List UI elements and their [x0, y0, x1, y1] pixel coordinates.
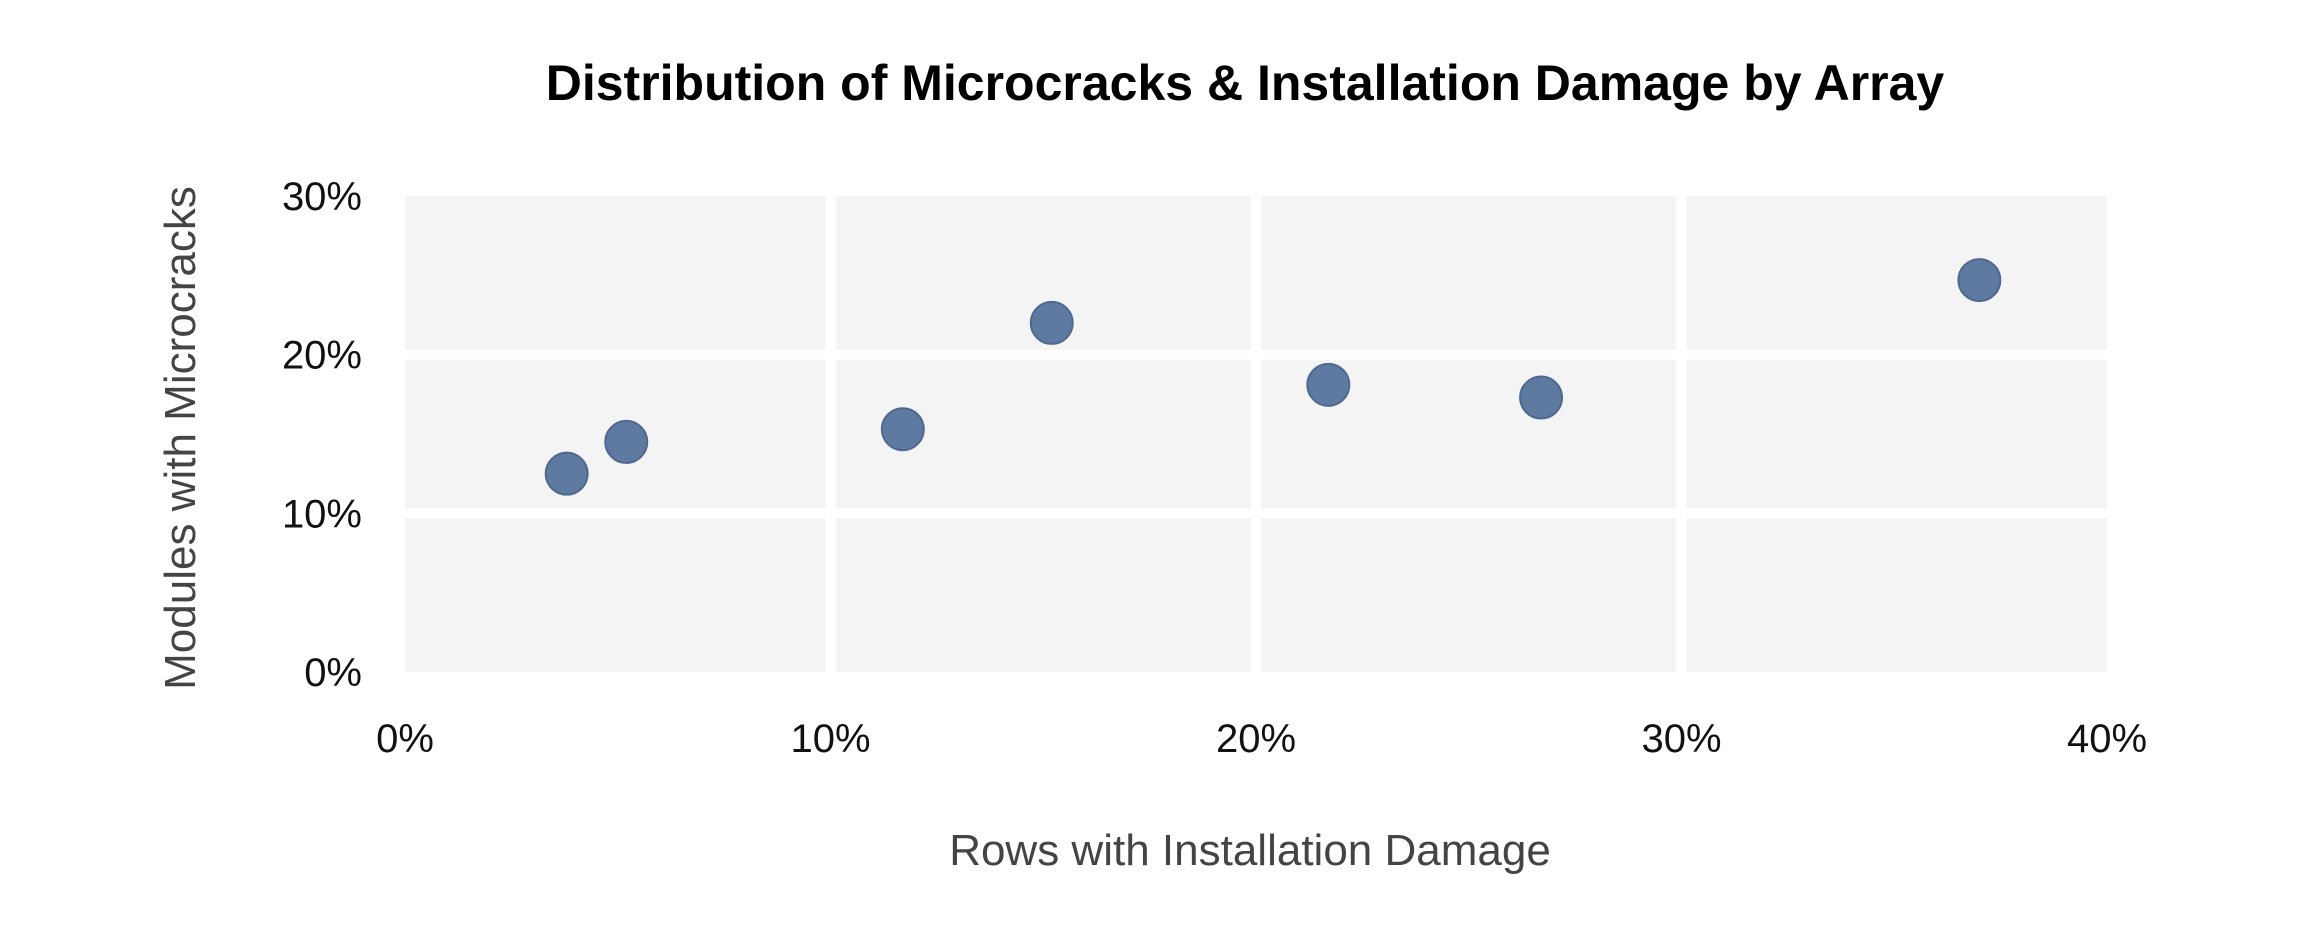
data-point: [1029, 300, 1074, 345]
data-point: [1957, 258, 2002, 303]
x-tick-label: 10%: [790, 717, 870, 761]
data-point: [1519, 375, 1564, 420]
data-point: [544, 451, 589, 496]
grid-lines: [405, 196, 2107, 672]
y-tick-label: 0%: [304, 651, 362, 695]
x-tick-label: 20%: [1216, 717, 1296, 761]
data-point: [880, 407, 925, 452]
y-axis-label: Modules with Microcracks: [156, 186, 205, 690]
x-tick-label: 30%: [1641, 717, 1721, 761]
y-tick-labels: 0% 10% 20% 30%: [282, 175, 362, 695]
plot-area: [405, 196, 2107, 672]
data-point: [1306, 362, 1351, 407]
y-tick-label: 20%: [282, 334, 362, 378]
x-tick-label: 0%: [376, 717, 434, 761]
y-tick-label: 30%: [282, 175, 362, 219]
data-point: [604, 419, 649, 464]
x-axis-label: Rows with Installation Damage: [949, 826, 1551, 875]
data-points: [544, 258, 2002, 496]
x-tick-labels: 0% 10% 20% 30% 40%: [376, 717, 2147, 761]
y-tick-label: 10%: [282, 492, 362, 536]
x-tick-label: 40%: [2067, 717, 2147, 761]
chart-title: Distribution of Microcracks & Installati…: [546, 55, 1945, 111]
